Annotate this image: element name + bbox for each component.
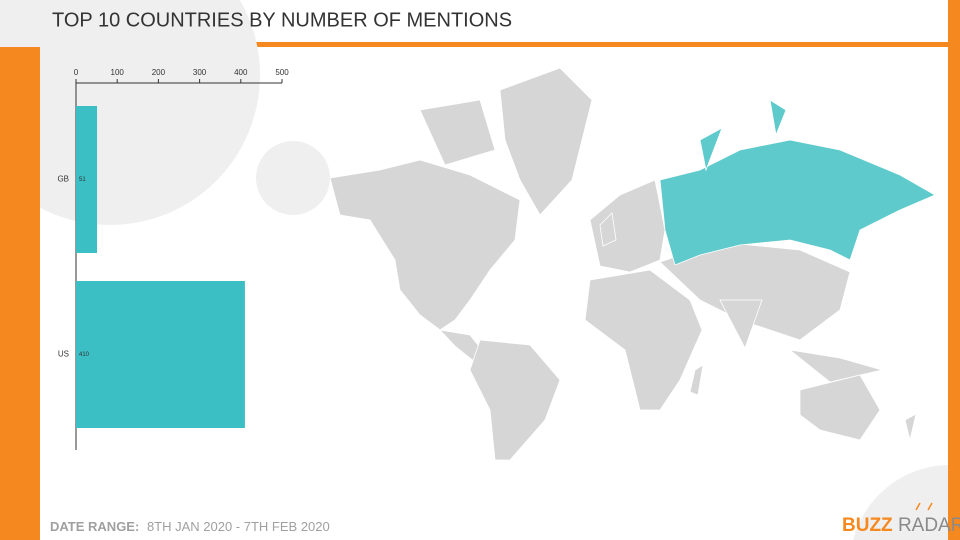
map-india (719, 299, 763, 350)
bar (76, 281, 245, 428)
map-severnaya-zemlya (769, 99, 787, 137)
map-se-asia (788, 349, 883, 383)
decor-circle (0, 0, 260, 225)
x-tick-label: 300 (193, 68, 207, 77)
category-label: US (58, 350, 69, 359)
map-madagascar (689, 364, 704, 396)
date-range: 8TH JAN 2020 - 7TH FEB 2020 (147, 519, 330, 534)
map-greenland (499, 67, 593, 216)
footer: DATE RANGE: 8TH JAN 2020 - 7TH FEB 2020 (50, 519, 330, 534)
map-africa (584, 269, 703, 411)
value-label: 410 (79, 352, 90, 358)
x-tick-label: 400 (234, 68, 248, 77)
bar-chart: 0 100 200 300 400 500 GB 51 US 410 (57, 68, 289, 450)
logo: BUZZ RADAR (842, 515, 960, 536)
value-label: 51 (79, 177, 86, 183)
x-tick-label: 100 (111, 68, 125, 77)
logo-spark (915, 502, 933, 511)
x-tick-label: 500 (275, 68, 289, 77)
map-novaya-zemlya (699, 127, 723, 172)
map-asia (659, 241, 851, 341)
x-tick-label: 0 (74, 68, 79, 77)
date-range-label: DATE RANGE: (50, 519, 139, 534)
frame-right (948, 0, 960, 540)
map-europe (589, 179, 666, 273)
chart-title: TOP 10 COUNTRIES BY NUMBER OF MENTIONS (52, 9, 512, 31)
frame-left (0, 47, 40, 540)
map-uk (599, 212, 617, 247)
map-north-america (329, 159, 521, 331)
logo-part: BUZZ (842, 515, 893, 536)
decor-circle (853, 465, 960, 540)
map-arctic-islands (419, 99, 496, 166)
logo-part: RADAR (898, 515, 960, 536)
category-label: GB (57, 175, 69, 184)
map-russia (659, 139, 936, 266)
world-map (329, 67, 917, 461)
map-south-america (469, 339, 561, 461)
map-highlight (659, 99, 936, 266)
bar (76, 106, 98, 253)
decor-circle (256, 141, 330, 215)
map-new-zealand (904, 413, 917, 441)
map-australia (799, 374, 881, 441)
x-tick-label: 200 (152, 68, 166, 77)
